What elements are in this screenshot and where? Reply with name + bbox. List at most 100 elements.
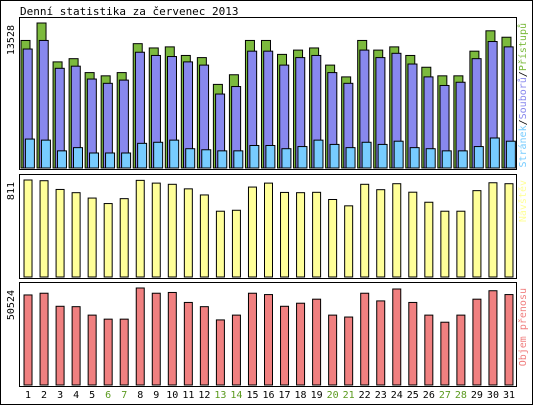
bar-objem-day-6 [103,318,113,386]
x-tick-day-2: 2 [41,390,47,401]
bar-navstev-day-25 [408,191,418,278]
bar-objem-day-4 [71,306,81,386]
bar-navstev-day-14 [231,209,241,278]
x-tick-day-18: 18 [295,390,307,401]
bar-objem-day-20 [328,314,338,386]
y-max-label-traffic: 13528 [6,25,17,55]
bar-objem-day-7 [119,318,129,386]
bar-stranek-day-19 [313,139,324,169]
bar-navstev-day-30 [488,182,498,278]
bar-stranek-day-28 [457,150,468,169]
bar-stranek-day-21 [345,147,356,169]
x-tick-day-12: 12 [198,390,210,401]
bar-navstev-day-10 [167,183,177,278]
bar-stranek-day-3 [56,150,67,169]
x-tick-day-8: 8 [137,390,143,401]
bar-stranek-day-12 [201,149,212,169]
bar-stranek-day-22 [361,141,372,169]
bar-navstev-day-18 [296,192,306,278]
bar-navstev-day-17 [280,191,290,278]
bar-navstev-day-4 [71,192,81,278]
bar-stranek-day-25 [409,147,420,169]
x-tick-day-30: 30 [487,390,499,401]
x-tick-day-5: 5 [89,390,95,401]
bar-navstev-day-5 [87,197,97,278]
y-max-label-objem: 50524 [6,290,17,320]
x-tick-day-31: 31 [503,390,515,401]
bar-navstev-day-23 [376,189,386,278]
bar-stranek-day-31 [505,140,516,169]
bar-stranek-day-16 [265,144,276,169]
bar-navstev-day-7 [119,198,129,278]
bar-navstev-day-15 [247,186,257,278]
bar-navstev-day-28 [456,210,466,278]
legend-traffic: Stránek/Souborů/Přístupů [517,23,529,168]
legend-item: Návštěv [517,180,529,222]
bar-objem-day-25 [408,301,418,386]
bar-objem-day-23 [376,300,386,386]
bar-stranek-day-9 [153,141,164,169]
bar-objem-day-12 [199,306,209,386]
bar-navstev-day-29 [472,190,482,278]
bar-objem-day-8 [135,287,145,386]
bar-objem-day-2 [39,292,49,386]
bar-objem-day-14 [231,314,241,386]
bar-objem-day-28 [456,314,466,386]
x-tick-day-17: 17 [279,390,291,401]
bar-objem-day-29 [472,298,482,386]
x-tick-day-27: 27 [439,390,451,401]
bar-stranek-day-6 [105,152,116,169]
x-tick-day-4: 4 [73,390,79,401]
legend-separator: / [518,119,529,125]
bar-navstev-day-27 [440,210,450,278]
bar-objem-day-11 [183,301,193,386]
x-tick-day-9: 9 [153,390,159,401]
x-tick-day-11: 11 [182,390,194,401]
bar-objem-day-13 [215,319,225,386]
bar-stranek-day-20 [329,143,340,169]
x-tick-day-23: 23 [375,390,387,401]
bar-objem-day-30 [488,290,498,386]
x-tick-day-19: 19 [311,390,323,401]
bar-navstev-day-16 [264,182,273,278]
bar-objem-day-15 [247,292,257,386]
x-tick-day-7: 7 [121,390,127,401]
legend-navstev: Návštěv [517,180,529,222]
bar-navstev-day-8 [135,179,145,278]
bar-navstev-day-21 [344,205,354,278]
legend-item: Přístupů [517,23,529,71]
bar-stranek-day-15 [249,144,260,169]
bar-objem-day-19 [312,298,322,386]
x-tick-day-28: 28 [455,390,467,401]
x-axis-day-labels: 1 2 3 4 5 6 7 8 9 10 11 12 13 14 15 16 17 18 19 20 21 22 23 24 2… [25,390,515,401]
x-tick-day-13: 13 [214,390,226,401]
x-tick-day-1: 1 [25,390,31,401]
bar-stranek-day-23 [377,143,388,169]
bar-stranek-day-7 [121,152,132,169]
y-max-label-navstev: 811 [6,182,17,200]
bar-navstev-day-1 [23,179,33,278]
bar-objem-day-3 [55,305,65,386]
x-tick-day-20: 20 [327,390,339,401]
bar-objem-day-18 [296,302,306,386]
x-tick-day-29: 29 [471,390,483,401]
panel-navstev: 811 Návštěv [6,174,529,279]
bar-stranek-day-10 [169,139,180,169]
x-tick-day-6: 6 [105,390,111,401]
bar-stranek-day-30 [489,137,500,169]
legend-item: Stránek [517,125,529,167]
bar-navstev-day-9 [151,182,161,278]
panel-traffic: 13528 Stránek/Souborů/Přístupů [6,17,529,170]
bar-navstev-day-11 [183,188,193,278]
legend-separator: / [518,71,529,77]
bar-stranek-day-8 [137,142,148,169]
bar-objem-day-27 [440,321,450,386]
bar-stranek-day-1 [24,138,35,169]
bar-objem-day-1 [23,294,33,386]
bar-navstev-day-6 [103,203,113,278]
x-tick-day-15: 15 [246,390,258,401]
bar-navstev-day-20 [328,198,338,278]
bar-objem-day-17 [280,305,290,386]
x-tick-day-16: 16 [262,390,274,401]
chart-panels: 13528 Stránek/Souborů/Přístupů 811 Návštěv 5… [6,17,529,387]
